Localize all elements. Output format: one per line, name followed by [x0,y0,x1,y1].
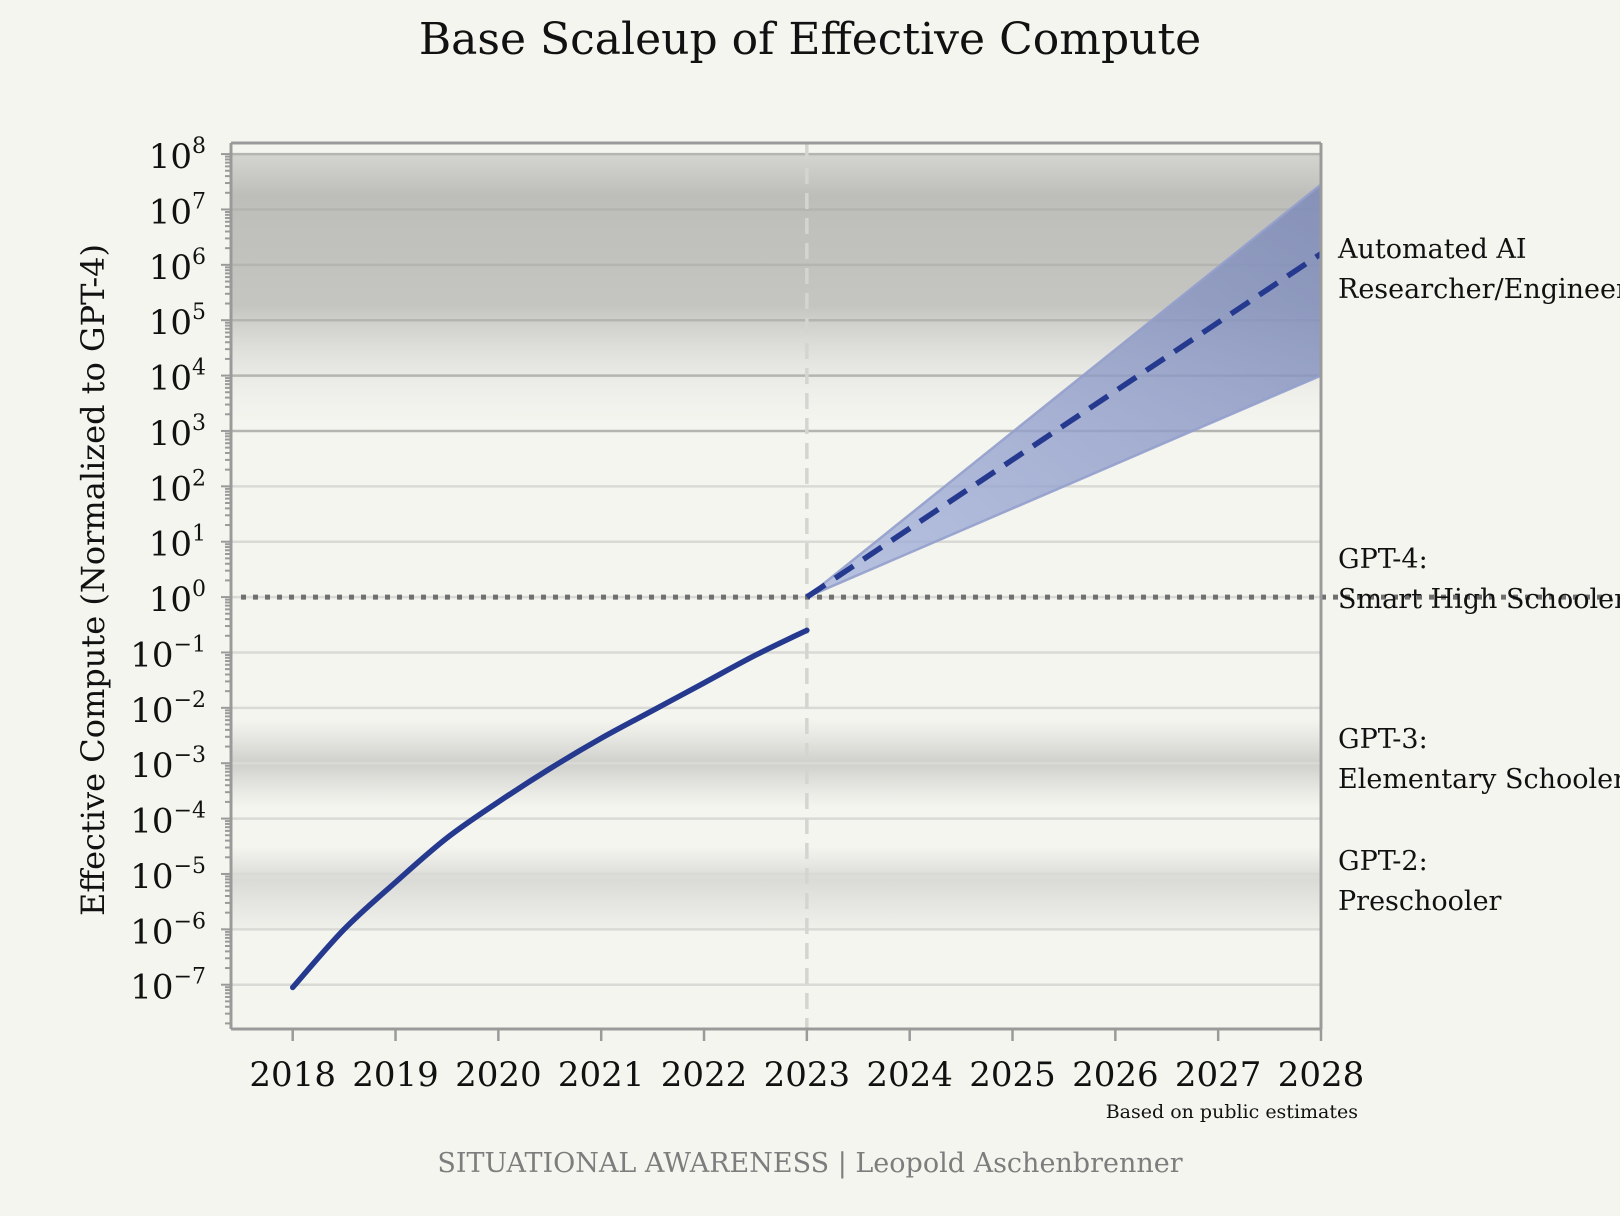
x-tick-label: 2022 [661,1055,748,1095]
projection-series-line [805,251,1323,600]
annotation-line: GPT-3: [1338,724,1428,755]
y-tick-exponent: 0 [192,577,206,602]
annotation-line: Elementary Schooler [1338,764,1620,795]
annotation-label: GPT-4: Smart High Schooler [1338,544,1620,615]
annotation-line: Smart High Schooler [1338,584,1620,615]
x-tick-label: 2020 [455,1055,542,1095]
y-tick-label: 102 [149,466,206,509]
background-bands [231,154,1321,930]
x-tick-label: 2019 [352,1055,439,1095]
y-tick-label: 10−2 [130,688,206,731]
annotation-line: Preschooler [1338,886,1502,917]
y-tick-label: 104 [149,356,206,399]
y-tick-exponent: 5 [192,300,206,325]
y-tick-label: 10−4 [130,799,206,842]
x-tick-labels: 2018 2019 2020 2021 2022 2023 2024 2025 2026 2027… [249,1029,1364,1095]
x-tick-label: 2021 [558,1055,645,1095]
reference-lines [241,143,1612,1029]
annotation-label: GPT-3: Elementary Schooler [1338,724,1620,795]
y-tick-exponent: 1 [192,522,206,547]
x-tick-label: 2026 [1072,1055,1159,1095]
y-tick-base: 10 [130,912,173,952]
x-tick-label: 2025 [969,1055,1056,1095]
background-band [231,846,1321,930]
y-tick-base: 10 [149,303,192,343]
y-tick-base: 10 [130,691,173,731]
footer-credit: SITUATIONAL AWARENESS | Leopold Aschenbr… [437,1148,1183,1179]
y-tick-label: 100 [149,577,206,620]
y-tick-base: 10 [130,746,173,786]
y-tick-base: 10 [149,359,192,399]
x-tick-label: 2027 [1175,1055,1262,1095]
y-tick-exponent: −4 [174,799,206,824]
y-tick-base: 10 [149,137,192,177]
x-tick-label: 2023 [764,1055,851,1095]
y-tick-label: 10−6 [130,909,206,952]
y-tick-label: 105 [149,300,206,343]
annotation-line: GPT-2: [1338,846,1428,877]
y-tick-label: 10−5 [130,854,206,897]
annotation-line: GPT-4: [1338,544,1428,575]
y-tick-label: 10−1 [130,632,206,675]
y-tick-label: 108 [149,134,206,177]
y-tick-exponent: −3 [174,743,206,768]
y-tick-base: 10 [149,580,192,620]
y-tick-exponent: 6 [192,245,206,270]
annotation-line: Automated AI [1337,234,1527,265]
y-tick-label: 10−3 [130,743,206,786]
y-tick-base: 10 [130,968,173,1008]
y-tick-exponent: 2 [192,466,206,491]
annotations: Automated AI Researcher/Engineer? GPT-4: Sm… [1337,234,1620,917]
y-tick-base: 10 [149,414,192,454]
y-tick-exponent: −1 [174,632,206,657]
y-tick-label: 106 [149,245,206,288]
y-tick-label: 101 [149,522,206,565]
y-tick-base: 10 [149,192,192,232]
y-tick-exponent: 3 [192,411,206,436]
y-tick-exponent: −2 [174,688,206,713]
series-layer [289,251,1323,991]
y-tick-base: 10 [130,635,173,675]
y-tick-labels: 10810710610510410310210110010−110−210−31… [130,134,206,1008]
y-tick-exponent: −5 [174,854,206,879]
chart-title: Base Scaleup of Effective Compute [418,14,1202,65]
y-tick-label: 103 [149,411,206,454]
y-tick-base: 10 [149,248,192,288]
y-tick-label: 10−7 [130,965,206,1008]
y-tick-base: 10 [149,525,192,565]
y-tick-exponent: −6 [174,909,206,934]
y-tick-base: 10 [130,857,173,897]
y-tick-label: 107 [149,189,206,232]
annotation-label: Automated AI Researcher/Engineer? [1337,234,1620,305]
y-tick-exponent: −7 [174,965,206,990]
x-tick-label: 2024 [866,1055,953,1095]
y-tick-base: 10 [130,802,173,842]
x-tick-label: 2018 [249,1055,336,1095]
annotation-label: GPT-2: Preschooler [1338,846,1502,917]
y-tick-exponent: 7 [192,189,206,214]
y-tick-exponent: 4 [192,356,206,381]
x-tick-label: 2028 [1278,1055,1365,1095]
y-tick-base: 10 [149,469,192,509]
y-tick-exponent: 8 [192,134,206,159]
historical-series-line [289,627,810,991]
axes [221,141,1323,1031]
source-note: Based on public estimates [1106,1101,1358,1123]
annotation-line: Researcher/Engineer? [1338,274,1620,305]
y-axis-label: Effective Compute (Normalized to GPT-4) [74,244,112,916]
